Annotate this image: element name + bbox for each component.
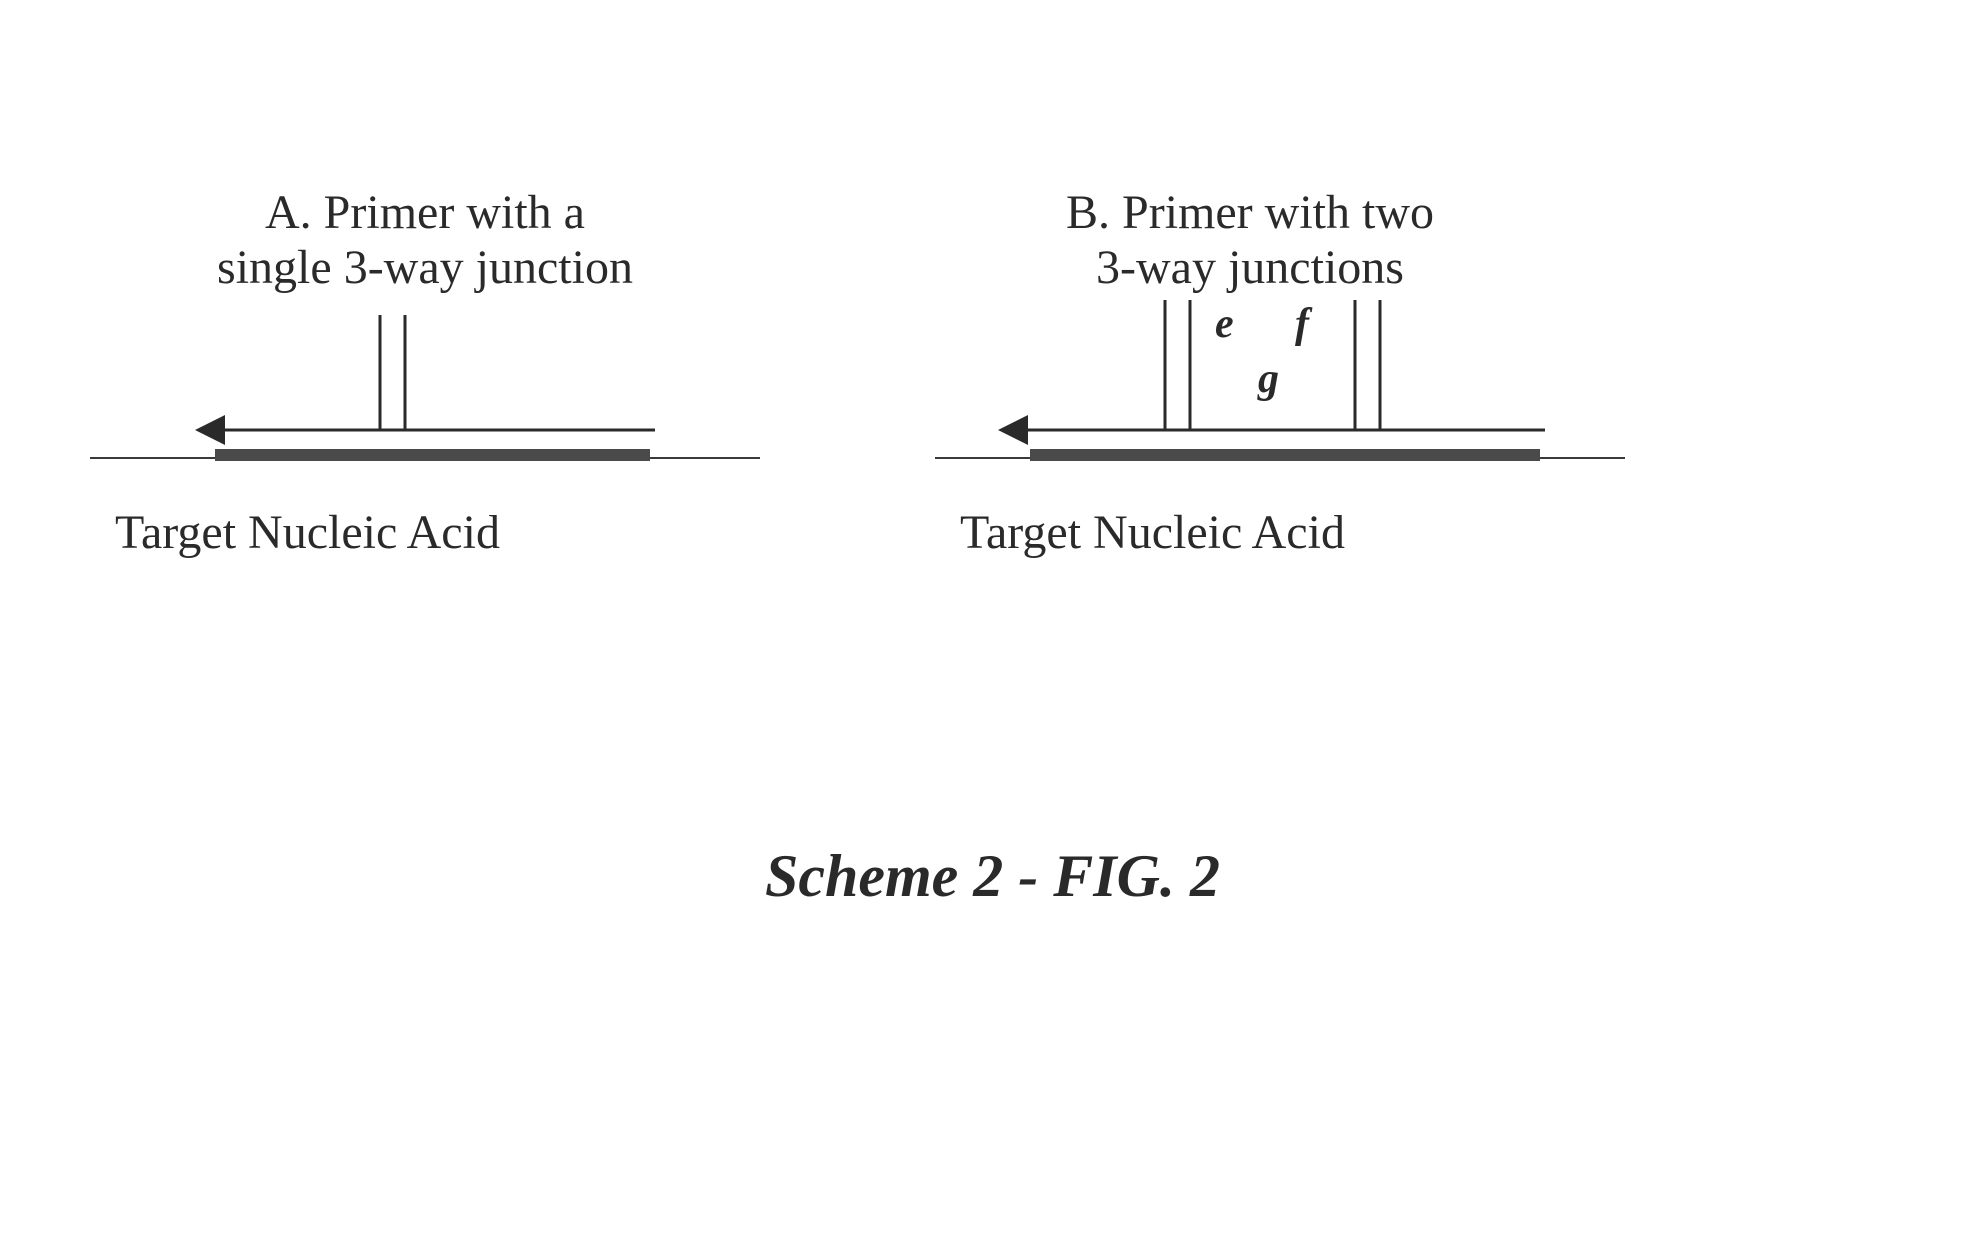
- panel-b-arrow: [998, 415, 1028, 445]
- figure-caption: Scheme 2 - FIG. 2: [0, 842, 1985, 911]
- panel-b-label-f: f: [1295, 300, 1309, 348]
- panel-b-diagram: [0, 0, 1985, 1253]
- panel-b-target-label: Target Nucleic Acid: [960, 505, 1345, 560]
- panel-b-label-g: g: [1258, 355, 1279, 403]
- panel-b-label-e: e: [1215, 300, 1234, 348]
- caption-text: Scheme 2 - FIG. 2: [765, 843, 1220, 909]
- panel-b-target-text: Target Nucleic Acid: [960, 506, 1345, 559]
